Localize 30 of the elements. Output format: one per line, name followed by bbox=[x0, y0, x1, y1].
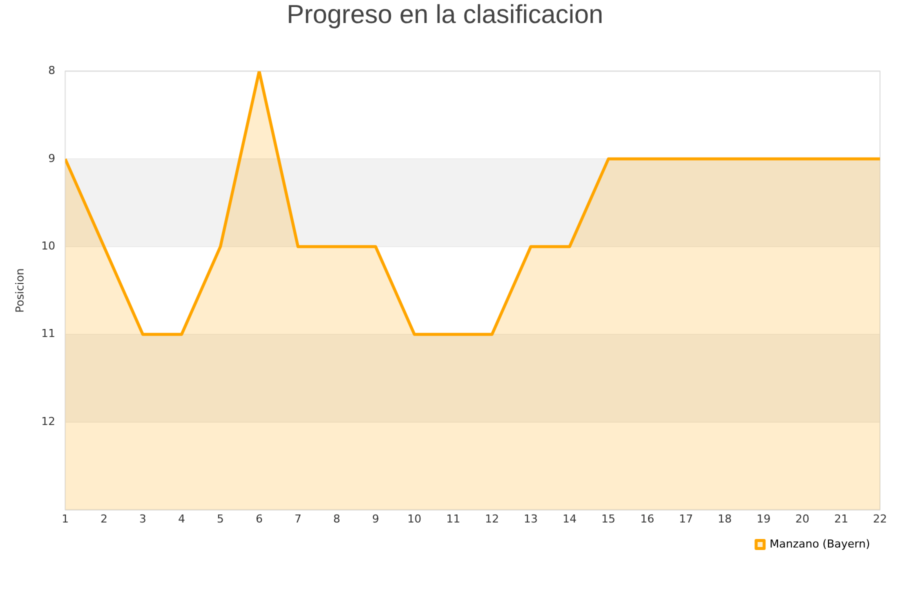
legend-label: Manzano (Bayern) bbox=[770, 537, 870, 550]
x-tick-label: 10 bbox=[407, 512, 422, 526]
y-tick-label: 9 bbox=[48, 152, 56, 165]
x-tick-label: 22 bbox=[873, 512, 887, 526]
x-tick-label: 9 bbox=[372, 512, 380, 526]
x-tick-label: 19 bbox=[756, 512, 771, 526]
x-tick-label: 18 bbox=[718, 512, 732, 526]
y-tick-label: 12 bbox=[41, 414, 56, 428]
y-tick-label: 8 bbox=[48, 64, 56, 78]
x-tick-label: 14 bbox=[562, 512, 577, 526]
x-tick-label: 8 bbox=[333, 512, 340, 526]
y-tick-label: 10 bbox=[41, 240, 56, 252]
x-tick-label: 3 bbox=[139, 512, 146, 526]
y-tick-label: 11 bbox=[41, 327, 56, 340]
x-tick-label: 20 bbox=[795, 512, 810, 526]
x-tick-label: 5 bbox=[216, 512, 224, 526]
x-tick-label: 21 bbox=[834, 512, 848, 526]
x-tick-label: 13 bbox=[524, 512, 538, 526]
x-tick-label: 4 bbox=[178, 512, 186, 526]
chart-title: Progreso en la clasificacion bbox=[286, 0, 604, 29]
x-tick-label: 7 bbox=[294, 512, 302, 526]
x-tick-label: 15 bbox=[601, 512, 616, 526]
x-tick-label: 1 bbox=[62, 512, 69, 526]
x-tick-label: 2 bbox=[100, 512, 108, 526]
x-tick-label: 6 bbox=[256, 512, 263, 526]
x-tick-label: 16 bbox=[640, 512, 654, 526]
x-tick-label: 17 bbox=[679, 512, 693, 526]
y-axis-title: Posicion bbox=[13, 268, 26, 313]
x-tick-label: 12 bbox=[485, 512, 499, 526]
x-tick-label: 11 bbox=[446, 512, 460, 526]
